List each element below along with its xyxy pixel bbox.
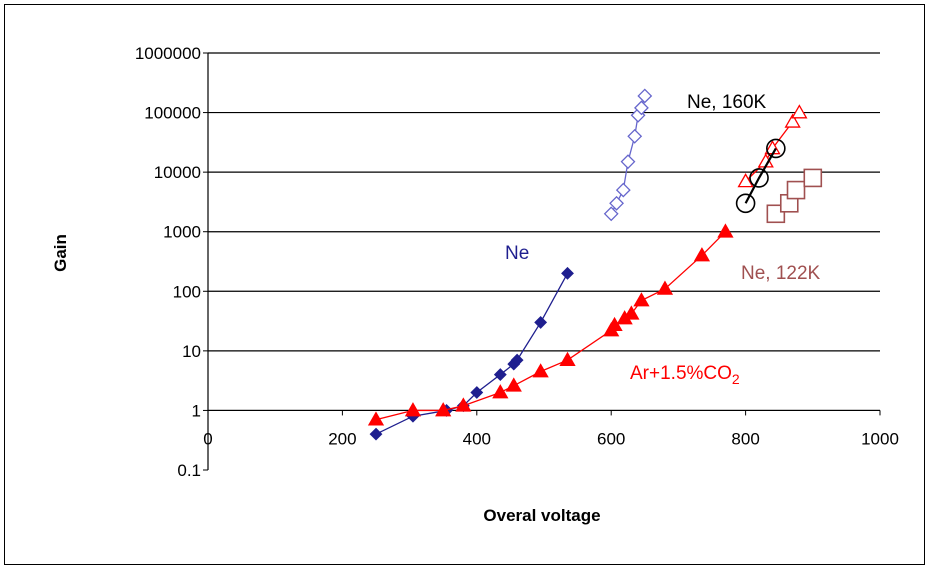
x-tick-label-800: 800 [731, 429, 759, 448]
y-tick-label-10: 10 [182, 342, 201, 361]
x-tick-labels: 0 200 400 600 800 1000 [203, 429, 899, 448]
series-2 [603, 88, 653, 222]
x-axis-title: Overal voltage [483, 506, 600, 525]
series-1-point-11 [623, 305, 640, 320]
series-2-point-7 [637, 88, 653, 104]
series-3 [737, 104, 808, 188]
annotation-ar-co2-subscript: 2 [732, 371, 740, 387]
series-layer [367, 88, 823, 441]
series-2-point-0 [603, 206, 619, 222]
y-tick-label-1: 1 [192, 401, 201, 420]
y-tick-label-1000: 1000 [163, 223, 201, 242]
series-1-point-1 [404, 402, 422, 417]
series-1-point-6 [532, 363, 549, 378]
annotation-ne: Ne [505, 243, 529, 264]
series-4 [735, 138, 786, 214]
series-1 [367, 223, 734, 426]
series-3-point-3 [784, 113, 801, 128]
x-tick-label-400: 400 [463, 429, 491, 448]
series-1-point-13 [656, 280, 674, 295]
series-1-point-12 [633, 292, 650, 307]
series-1-point-15 [717, 223, 734, 238]
series-0-line [375, 273, 569, 435]
series-1-point-3 [455, 397, 472, 412]
x-tick-label-0: 0 [203, 429, 212, 448]
series-2-point-3 [620, 154, 636, 170]
series-4-point-0 [735, 193, 756, 214]
annotation-ne-122k: Ne, 122K [741, 263, 821, 284]
y-tick-label-10000: 10000 [154, 163, 201, 182]
series-3-point-0 [737, 173, 754, 188]
series-1-point-7 [559, 351, 576, 366]
annotation-ar-co2-main: Ar+1.5%CO [630, 363, 732, 384]
series-1-point-5 [505, 377, 522, 392]
series-1-point-4 [492, 384, 509, 399]
series-1-line [375, 231, 726, 421]
series-4-point-2 [766, 138, 786, 159]
x-tick-label-600: 600 [597, 429, 625, 448]
x-tick-label-200: 200 [328, 429, 356, 448]
series-0-point-8 [534, 316, 548, 329]
series-3-point-4 [791, 104, 808, 119]
y-tick-label-0.1: 0.1 [177, 461, 201, 480]
series-2-point-2 [615, 182, 631, 198]
y-tick-label-1000000: 1000000 [135, 44, 201, 63]
gridlines [208, 52, 880, 412]
series-2-point-6 [634, 100, 649, 116]
chart-frame [4, 4, 925, 565]
series-5-point-3 [803, 168, 823, 188]
axes [203, 52, 881, 471]
series-0-point-7 [510, 353, 524, 367]
series-5 [766, 168, 823, 224]
series-1-point-0 [367, 411, 385, 426]
series-5-point-2 [786, 180, 806, 200]
y-tick-label-100000: 100000 [144, 104, 201, 123]
annotation-ne-160k: Ne, 160K [687, 92, 767, 113]
series-2-point-1 [609, 195, 624, 211]
annotation-ar-co2: Ar+1.5%CO2 [630, 363, 740, 387]
series-1-point-14 [693, 247, 711, 262]
series-1-point-2 [435, 402, 452, 417]
y-axis-title: Gain [51, 234, 70, 272]
series-0-point-9 [561, 266, 574, 280]
y-tick-label-100: 100 [173, 282, 201, 301]
series-4-point-1 [749, 168, 769, 188]
y-tick-labels: 0.1 1 10 100 1000 10000 100000 1000000 [135, 44, 201, 480]
series-0-point-4 [470, 386, 484, 399]
series-0-point-5 [493, 368, 507, 381]
x-tick-label-1000: 1000 [861, 429, 899, 448]
series-0-point-0 [369, 427, 383, 441]
series-2-point-4 [627, 128, 643, 144]
